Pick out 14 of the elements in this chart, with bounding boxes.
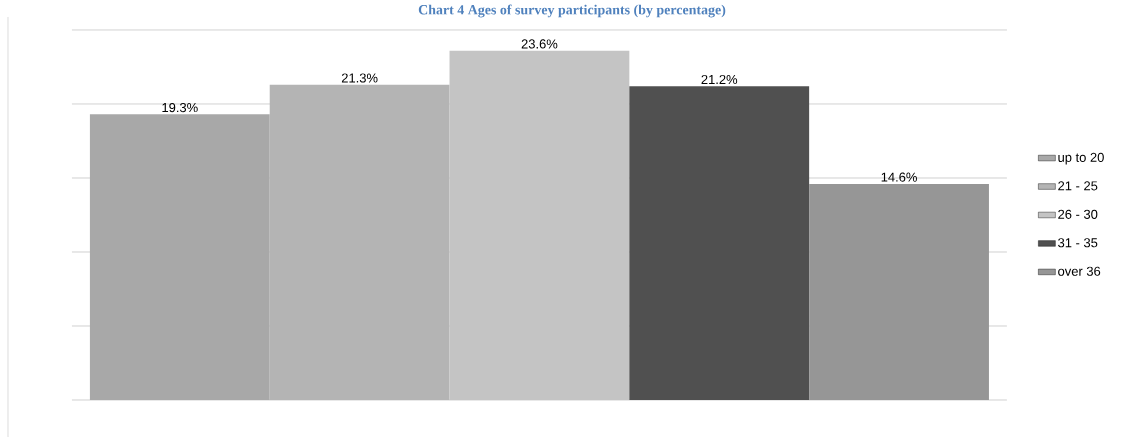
- legend-label: over 36: [1058, 266, 1101, 276]
- data-label: 14.6%: [881, 172, 917, 182]
- data-label: 23.6%: [521, 39, 558, 49]
- data-label: 21.3%: [341, 73, 378, 83]
- bar: [629, 86, 810, 400]
- legend-label: up to 20: [1058, 152, 1104, 165]
- bar: [449, 50, 630, 400]
- bar: [809, 183, 989, 400]
- legend-label: 21 - 25: [1058, 181, 1098, 191]
- data-label: 21.2%: [701, 74, 738, 84]
- legend-label: 26 - 30: [1058, 209, 1098, 219]
- chart-title: Chart 4 Ages of survey participants (by percentage): [418, 4, 726, 18]
- data-label: 19.3%: [162, 102, 198, 113]
- legend-label: 31 - 35: [1058, 238, 1098, 248]
